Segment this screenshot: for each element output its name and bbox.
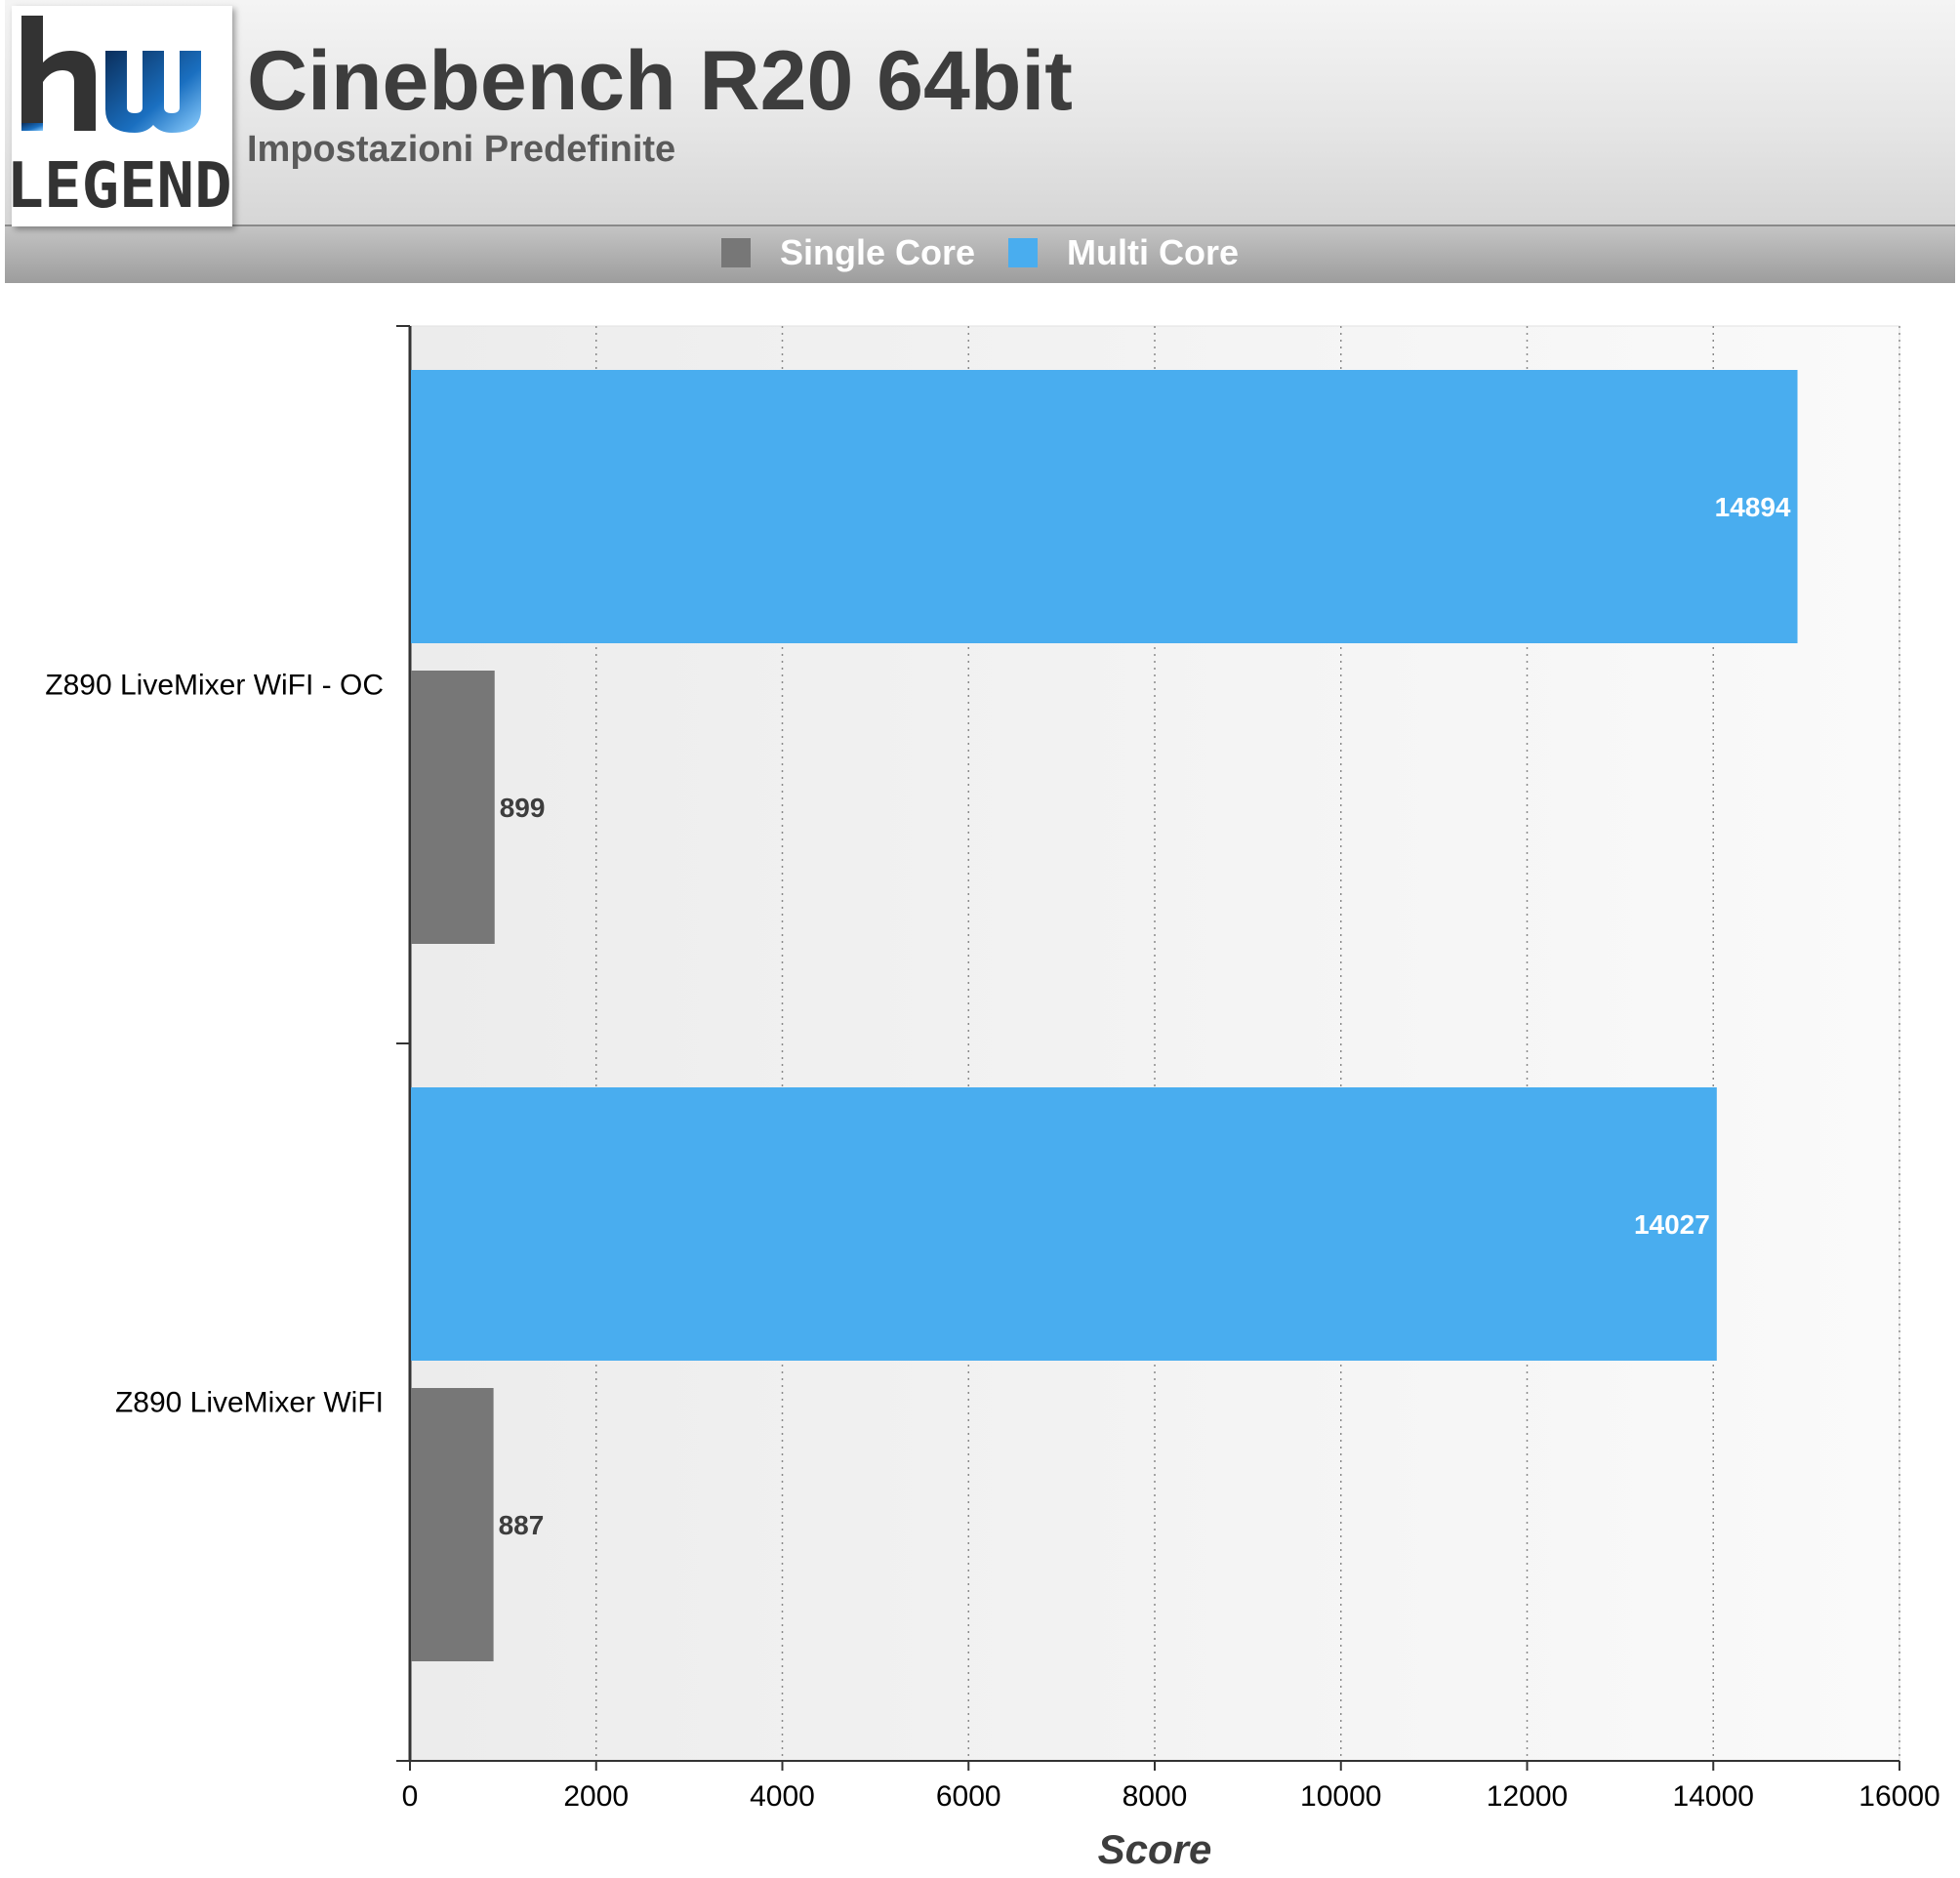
legend-swatch-single-core — [720, 238, 751, 267]
hw-legend-logo-icon: LEGEND — [6, 16, 232, 223]
x-tick-label: 12000 — [1487, 1780, 1568, 1813]
legend-label-single-core: Single Core — [779, 232, 976, 272]
data-label: 14027 — [1634, 1209, 1710, 1240]
category-label: Z890 LiveMixer WiFI - OC — [45, 670, 384, 702]
x-axis-title: Score — [1098, 1826, 1212, 1872]
bar-single-core — [411, 671, 495, 944]
legend-swatch-multi-core — [1008, 238, 1039, 267]
chart-title: Cinebench R20 64bit — [247, 34, 1073, 128]
site-logo: LEGEND — [6, 6, 232, 226]
legend-item-single-core: Single Core — [720, 232, 976, 273]
bar-multi-core — [411, 370, 1798, 643]
chart-legend: Single Core Multi Core — [0, 225, 1960, 281]
x-tick-label: 2000 — [563, 1780, 629, 1813]
x-tick-label: 16000 — [1858, 1780, 1940, 1813]
x-tick-label: 10000 — [1300, 1780, 1381, 1813]
legend-bar — [5, 225, 1955, 283]
legend-label-multi-core: Multi Core — [1067, 232, 1240, 272]
x-tick-label: 14000 — [1673, 1780, 1754, 1813]
chart-subtitle: Impostazioni Predefinite — [247, 129, 676, 170]
legend-item-multi-core: Multi Core — [1008, 232, 1239, 273]
category-label: Z890 LiveMixer WiFI — [115, 1387, 384, 1419]
bar-multi-core — [411, 1087, 1717, 1361]
data-label: 887 — [499, 1510, 545, 1540]
x-tick-label: 4000 — [750, 1780, 815, 1813]
chart-header — [5, 0, 1955, 225]
x-tick-label: 6000 — [936, 1780, 1001, 1813]
x-tick-label: 8000 — [1123, 1780, 1188, 1813]
data-label: 14894 — [1715, 492, 1791, 522]
bar-single-core — [411, 1388, 494, 1661]
x-tick-label: 0 — [402, 1780, 419, 1813]
logo-text: LEGEND — [12, 150, 232, 223]
data-label: 899 — [500, 793, 546, 823]
